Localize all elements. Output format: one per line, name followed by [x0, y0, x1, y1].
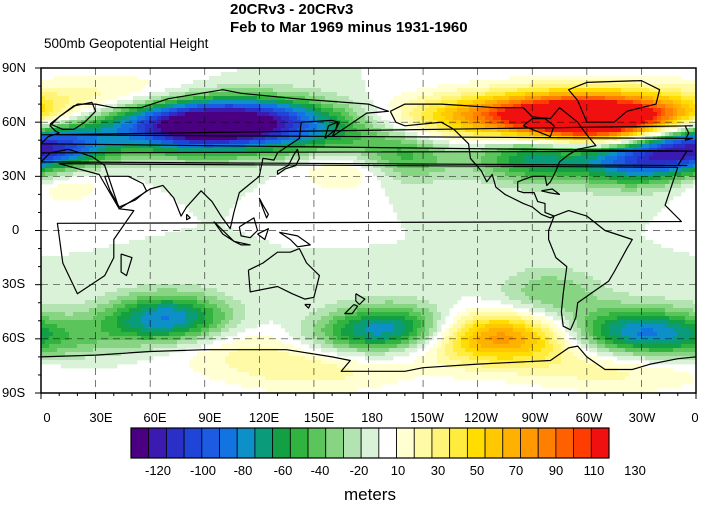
- colorbar-swatch: [219, 427, 238, 459]
- lon-label: 90W: [521, 410, 549, 425]
- lat-label: 60N: [2, 114, 26, 129]
- colorbar-swatch: [343, 427, 362, 459]
- colorbar-swatch: [130, 427, 150, 459]
- colorbar-label: 50: [469, 463, 485, 478]
- colorbar-swatch: [573, 427, 592, 459]
- coastline: [389, 103, 597, 219]
- lat-label: 90N: [2, 60, 26, 75]
- colorbar-swatch: [272, 427, 291, 459]
- lat-label: 60S: [2, 330, 26, 345]
- coastline: [120, 253, 133, 277]
- lon-label: 0: [691, 410, 699, 425]
- colorbar-label: 30: [430, 463, 446, 478]
- colorbar-swatch: [183, 427, 203, 459]
- colorbar-label: -120: [144, 463, 172, 478]
- colorbar-swatch: [378, 427, 397, 459]
- colorbar-swatch: [254, 427, 274, 459]
- lon-label: 60E: [143, 410, 167, 425]
- lat-label: 30S: [2, 276, 26, 291]
- colorbar-swatch: [590, 427, 610, 459]
- coastline: [324, 121, 339, 139]
- chart-title: 20CRv3 - 20CRv3: [230, 1, 354, 18]
- lon-label: 30W: [628, 410, 656, 425]
- colorbar-swatch: [466, 427, 486, 459]
- colorbar: [130, 427, 610, 459]
- coastline: [186, 213, 191, 221]
- lon-label: 120E: [248, 410, 280, 425]
- coastline: [213, 221, 235, 242]
- colorbar-swatch: [360, 427, 380, 459]
- colorbar-swatch: [502, 427, 521, 459]
- lon-label: 150W: [410, 410, 444, 425]
- colorbar-swatch: [307, 427, 327, 459]
- coastline: [344, 303, 359, 315]
- colorbar-label: 70: [508, 463, 524, 478]
- coastline: [104, 175, 148, 208]
- colorbar-label: -40: [310, 463, 330, 478]
- colorbar-swatch: [449, 427, 468, 459]
- lat-label: 30N: [2, 168, 26, 183]
- coastline: [41, 125, 693, 141]
- axis-ticks: [35, 67, 697, 399]
- coastline: [49, 101, 97, 130]
- lon-label: 60W: [575, 410, 603, 425]
- chart-subtitle: Feb to Mar 1969 minus 1931-1960: [230, 19, 468, 36]
- colorbar-swatch: [537, 427, 557, 459]
- coastline: [541, 188, 561, 195]
- colorbar-swatch: [484, 427, 504, 459]
- coastline: [355, 293, 366, 306]
- lon-label: 30E: [89, 410, 113, 425]
- coastline: [238, 217, 259, 239]
- coastline: [258, 197, 269, 219]
- colorbar-swatch: [166, 427, 185, 459]
- colorbar-swatch: [201, 427, 220, 459]
- variable-label: 500mb Geopotential Height: [44, 36, 209, 51]
- colorbar-label: 90: [548, 463, 564, 478]
- coastline: [257, 228, 269, 241]
- lon-label: 120W: [464, 410, 498, 425]
- colorbar-swatch: [236, 427, 256, 459]
- lat-label: 90S: [2, 385, 26, 400]
- lon-label: 90E: [198, 410, 222, 425]
- coastline: [247, 248, 320, 300]
- colorbar-swatch: [520, 427, 539, 459]
- colorbar-units: meters: [344, 485, 396, 504]
- colorbar-swatch: [325, 427, 344, 459]
- graticule: [41, 68, 696, 393]
- lat-label: 0: [12, 222, 20, 237]
- coastline: [56, 163, 682, 295]
- colorbar-label: 130: [624, 463, 646, 478]
- coastline: [276, 148, 300, 175]
- colorbar-swatch: [413, 427, 433, 459]
- colorbar-label: -20: [349, 463, 369, 478]
- lon-label: 180: [361, 410, 383, 425]
- colorbar-swatch: [555, 427, 574, 459]
- colorbar-frame: [130, 427, 610, 459]
- coastline: [548, 210, 633, 331]
- colorbar-swatch: [396, 427, 415, 459]
- coastline: [41, 345, 696, 372]
- colorbar-swatch: [431, 427, 451, 459]
- coastline: [41, 89, 693, 230]
- colorbar-swatch: [148, 427, 167, 459]
- coastline: [278, 231, 311, 248]
- colorbar-swatch: [289, 427, 309, 459]
- colorbar-label: 110: [583, 463, 605, 478]
- lon-label: 150E: [303, 410, 335, 425]
- coastline: [233, 240, 251, 246]
- colorbar-label: -60: [273, 463, 293, 478]
- colorbar-label: -100: [189, 463, 217, 478]
- colorbar-label: 10: [390, 463, 406, 478]
- anomaly-field: [41, 68, 696, 393]
- coastline: [568, 80, 661, 123]
- colorbar-label: -80: [233, 463, 253, 478]
- lon-label: 0: [43, 410, 51, 425]
- coastline: [304, 303, 311, 309]
